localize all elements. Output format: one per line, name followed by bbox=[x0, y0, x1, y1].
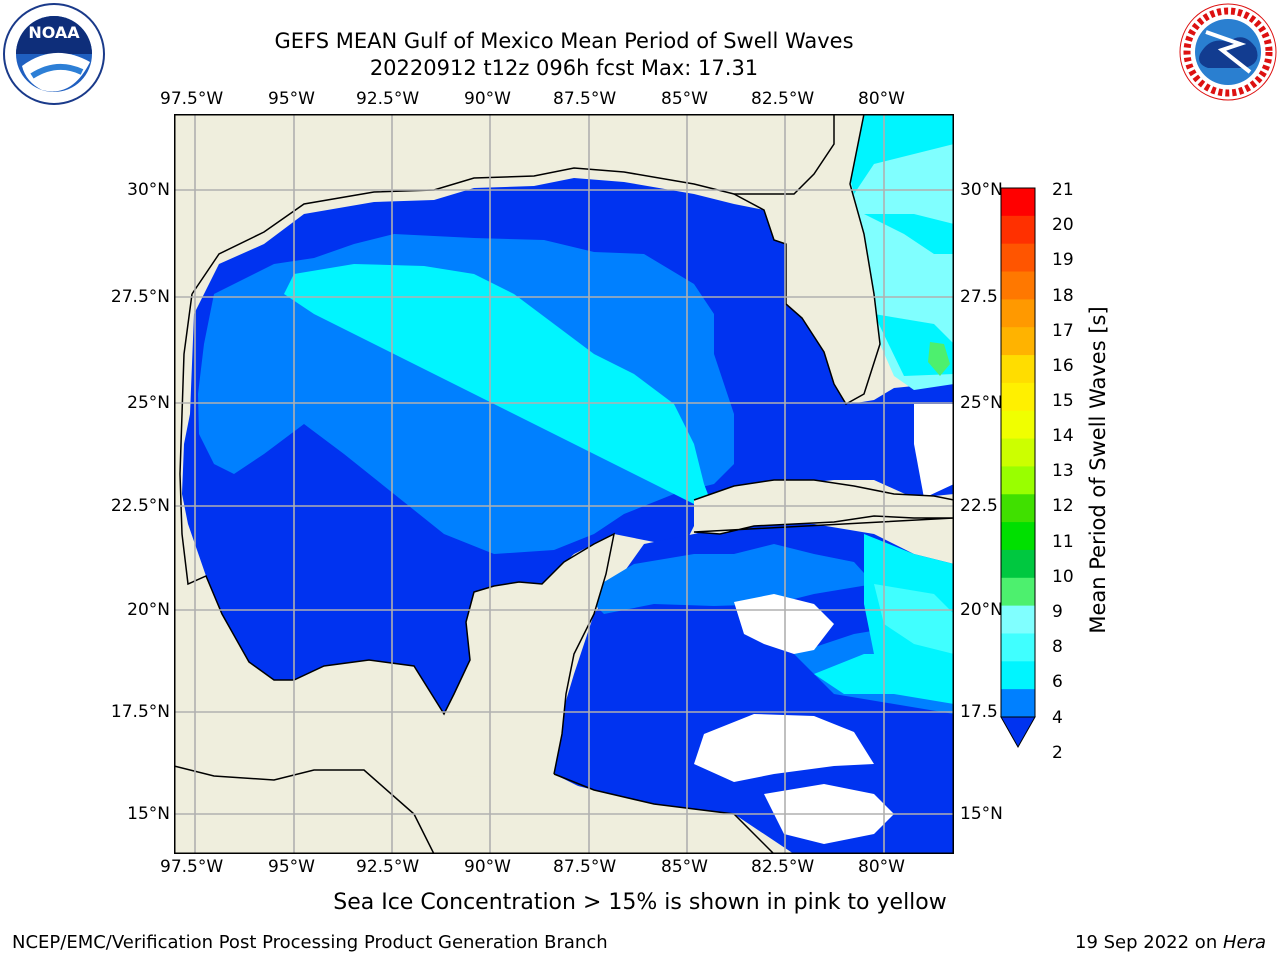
lon-label-bottom: 80°W bbox=[858, 857, 905, 877]
colorbar-tick-label: 20 bbox=[1052, 215, 1074, 235]
footer-host: Hera bbox=[1222, 932, 1266, 953]
lon-label-top: 90°W bbox=[464, 89, 511, 109]
colorbar-segment bbox=[1001, 243, 1035, 273]
florida-land bbox=[734, 114, 880, 404]
sea-ice-note: Sea Ice Concentration > 15% is shown in … bbox=[333, 890, 947, 915]
colorbar-segment bbox=[1001, 661, 1035, 690]
colorbar-segment bbox=[1001, 522, 1035, 551]
lat-label-left: 20°N bbox=[127, 600, 170, 620]
atlantic-ocean bbox=[844, 114, 954, 390]
colorbar-segment bbox=[1001, 633, 1035, 662]
colorbar-segment bbox=[1001, 410, 1035, 440]
colorbar-tick-label: 10 bbox=[1052, 567, 1074, 587]
colorbar-segment bbox=[1001, 689, 1035, 718]
colorbar-tick-label: 6 bbox=[1052, 672, 1063, 692]
colorbar-tick-label: 18 bbox=[1052, 286, 1074, 306]
chart-subtitle: 20220912 t12z 096h fcst Max: 17.31 bbox=[369, 56, 759, 80]
colorbar-segment bbox=[1001, 271, 1035, 300]
footer-date: 19 Sep 2022 on Hera bbox=[1075, 932, 1266, 953]
lon-label-top: 97.5°W bbox=[160, 89, 224, 109]
colorbar-tick-label: 21 bbox=[1052, 180, 1074, 200]
colorbar-segment bbox=[1001, 466, 1035, 495]
colorbar-segment bbox=[1001, 355, 1035, 384]
colorbar-segment bbox=[1001, 327, 1035, 356]
colorbar-segment bbox=[1001, 549, 1035, 579]
colorbar-segment bbox=[1001, 605, 1035, 634]
colorbar-segment bbox=[1001, 382, 1035, 412]
lon-label-bottom: 82.5°W bbox=[751, 857, 815, 877]
svg-text:NOAA: NOAA bbox=[28, 23, 80, 42]
footer-date-text: 19 Sep 2022 on bbox=[1075, 932, 1223, 953]
colorbar-tick-label: 4 bbox=[1052, 708, 1063, 728]
colorbar-border bbox=[1000, 187, 1036, 718]
colorbar-segment bbox=[1001, 188, 1035, 217]
nws-logo bbox=[1179, 3, 1277, 101]
yucatan-land bbox=[466, 534, 614, 774]
lon-label-top: 82.5°W bbox=[751, 89, 815, 109]
caribbean-ocean bbox=[554, 524, 954, 854]
lon-label-bottom: 90°W bbox=[464, 857, 511, 877]
footer-credit: NCEP/EMC/Verification Post Processing Pr… bbox=[12, 932, 608, 953]
colorbar-tick-label: 15 bbox=[1052, 391, 1074, 411]
lon-label-bottom: 87.5°W bbox=[553, 857, 617, 877]
colorbar-segment bbox=[1001, 299, 1035, 328]
us-gulf-coast-land bbox=[174, 114, 834, 594]
colorbar-tick-label: 17 bbox=[1052, 321, 1074, 341]
colorbar-tick-label: 16 bbox=[1052, 356, 1074, 376]
swell-period-map bbox=[174, 114, 954, 854]
lon-label-top: 85°W bbox=[661, 89, 708, 109]
colorbar-segment bbox=[1001, 215, 1035, 245]
lat-label-right: 25°N bbox=[960, 393, 1003, 413]
lat-label-left: 30°N bbox=[127, 180, 170, 200]
colorbar-segment bbox=[1001, 438, 1035, 467]
lon-label-bottom: 95°W bbox=[268, 857, 315, 877]
lat-label-right: 27.5 bbox=[960, 287, 998, 307]
lon-label-top: 92.5°W bbox=[356, 89, 420, 109]
lon-label-top: 95°W bbox=[268, 89, 315, 109]
colorbar-tick-label: 8 bbox=[1052, 637, 1063, 657]
colorbar-tick-label: 14 bbox=[1052, 426, 1074, 446]
map-gridlines bbox=[174, 114, 954, 854]
colorbar-tick-label: 9 bbox=[1052, 602, 1063, 622]
lon-label-bottom: 97.5°W bbox=[160, 857, 224, 877]
lat-label-right: 15°N bbox=[960, 804, 1003, 824]
colorbar-title: Mean Period of Swell Waves [s] bbox=[1086, 306, 1110, 634]
lat-label-right: 22.5 bbox=[960, 496, 998, 516]
colorbar-tick-label: 2 bbox=[1052, 743, 1063, 763]
colorbar-tick-label: 12 bbox=[1052, 496, 1074, 516]
lon-label-bottom: 92.5°W bbox=[356, 857, 420, 877]
lon-label-bottom: 85°W bbox=[661, 857, 708, 877]
lat-label-left: 25°N bbox=[127, 393, 170, 413]
colorbar-tick-label: 19 bbox=[1052, 250, 1074, 270]
lat-label-left: 27.5°N bbox=[110, 287, 170, 307]
colorbar-segment bbox=[1001, 577, 1035, 607]
lat-label-right: 30°N bbox=[960, 180, 1003, 200]
colorbar-extend-arrow bbox=[1000, 716, 1036, 749]
lat-label-left: 15°N bbox=[127, 804, 170, 824]
lon-label-top: 80°W bbox=[858, 89, 905, 109]
lat-label-left: 17.5°N bbox=[110, 702, 170, 722]
chart-title: GEFS MEAN Gulf of Mexico Mean Period of … bbox=[274, 29, 854, 53]
lat-label-left: 22.5°N bbox=[110, 496, 170, 516]
lat-label-right: 20°N bbox=[960, 600, 1003, 620]
colorbar-tick-label: 13 bbox=[1052, 461, 1074, 481]
noaa-logo: NOAA bbox=[3, 3, 105, 105]
colorbar-tick-label: 11 bbox=[1052, 532, 1074, 552]
colorbar bbox=[1000, 187, 1036, 749]
central-america-land bbox=[174, 714, 774, 854]
lat-label-right: 17.5 bbox=[960, 702, 998, 722]
lon-label-top: 87.5°W bbox=[553, 89, 617, 109]
colorbar-segment bbox=[1001, 494, 1035, 523]
